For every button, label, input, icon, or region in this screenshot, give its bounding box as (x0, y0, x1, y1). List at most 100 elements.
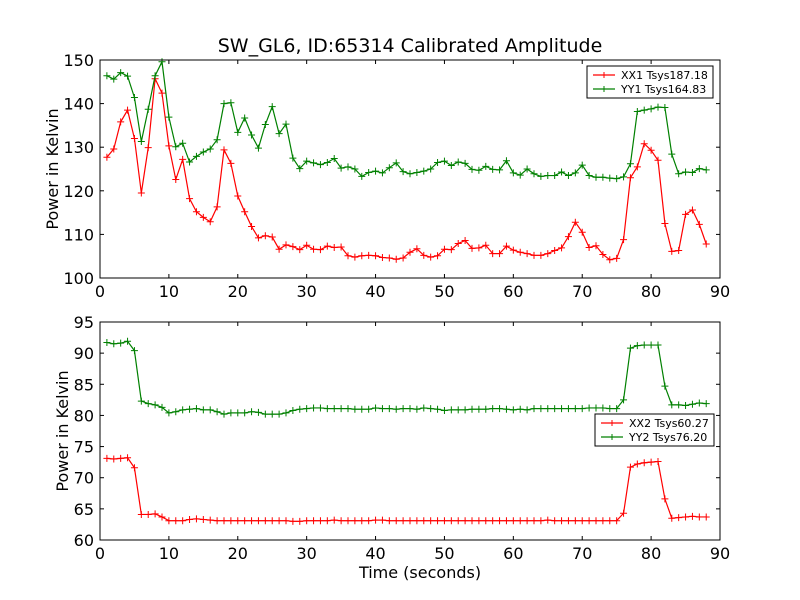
data-point (702, 240, 710, 248)
data-point (571, 169, 579, 177)
data-point (330, 155, 338, 163)
data-point (537, 517, 545, 525)
data-point (220, 100, 228, 108)
data-point (626, 463, 634, 471)
data-point (365, 405, 373, 413)
data-point (447, 246, 455, 254)
data-point (192, 152, 200, 160)
data-point (620, 236, 628, 244)
data-point (254, 144, 262, 152)
data-point (365, 168, 373, 176)
data-point (110, 145, 118, 153)
data-point (172, 143, 180, 151)
data-point (516, 248, 524, 256)
x-tick-label: 20 (228, 282, 248, 301)
data-point (316, 161, 324, 169)
chart-panels: 0 10 20 30 40 50 60 70 80 90100110120130140150Pow… (43, 51, 730, 582)
data-point (613, 254, 621, 262)
data-point (310, 517, 318, 525)
data-point (110, 75, 118, 83)
x-tick-label: 80 (641, 282, 661, 301)
data-point (179, 155, 187, 163)
data-point (640, 140, 648, 148)
x-tick-label: 50 (434, 282, 454, 301)
data-point (654, 458, 662, 466)
data-point (337, 243, 345, 251)
data-point (647, 146, 655, 154)
data-point (351, 517, 359, 525)
series-line (106, 76, 707, 261)
data-point (406, 170, 414, 178)
data-point (682, 168, 690, 176)
data-point (523, 406, 531, 414)
data-point (496, 166, 504, 174)
data-point (372, 252, 380, 260)
data-point (640, 459, 648, 467)
legend-marker (609, 434, 615, 440)
data-point (344, 405, 352, 413)
data-point (261, 410, 269, 418)
data-point (199, 515, 207, 523)
data-point (434, 517, 442, 525)
data-point (330, 516, 338, 524)
y-tick-label: 70 (74, 469, 94, 488)
data-point (413, 245, 421, 253)
data-point (578, 161, 586, 169)
axes-frame (99, 321, 721, 541)
data-point (227, 99, 235, 107)
data-point (454, 517, 462, 525)
data-point (551, 517, 559, 525)
y-tick-label: 85 (74, 375, 94, 394)
x-tick-label: 90 (710, 544, 730, 563)
data-point (675, 170, 683, 178)
data-point (413, 405, 421, 413)
y-tick-label: 65 (74, 500, 94, 519)
data-point (537, 251, 545, 259)
data-point (537, 405, 545, 413)
data-point (434, 252, 442, 260)
chart-panel-1: 0 10 20 30 40 50 60 70 80 90 100 110 120 130 140 150 Pow… (43, 51, 730, 301)
data-point (682, 513, 690, 521)
data-point (330, 243, 338, 251)
data-point (613, 517, 621, 525)
data-point (124, 337, 132, 345)
data-point (372, 404, 380, 412)
data-point (241, 114, 249, 122)
data-point (275, 410, 283, 418)
data-point (420, 517, 428, 525)
data-point (482, 241, 490, 249)
y-tick-label: 130 (63, 138, 94, 157)
x-tick-label: 70 (572, 544, 592, 563)
data-point (564, 405, 572, 413)
data-point (427, 253, 435, 261)
data-point (158, 403, 166, 411)
data-point (392, 517, 400, 525)
x-tick-label: 10 (159, 544, 179, 563)
data-point (316, 517, 324, 525)
data-point (654, 103, 662, 111)
data-point (654, 341, 662, 349)
x-tick-label: 70 (572, 282, 592, 301)
data-point (530, 405, 538, 413)
x-tick-label: 20 (228, 544, 248, 563)
data-point (117, 118, 125, 126)
data-point (165, 142, 173, 150)
data-point (420, 251, 428, 259)
data-point (702, 513, 710, 521)
data-point (330, 405, 338, 413)
data-point (344, 163, 352, 171)
data-point (241, 517, 249, 525)
data-point (530, 251, 538, 259)
data-point (248, 408, 256, 416)
data-point (220, 410, 228, 418)
data-point (144, 144, 152, 152)
data-point (275, 245, 283, 253)
data-point (571, 517, 579, 525)
data-point (564, 517, 572, 525)
data-point (564, 233, 572, 241)
data-point (110, 340, 118, 348)
data-point (303, 405, 311, 413)
legend-label: XX2 Tsys60.27 (629, 417, 709, 430)
y-tick-label: 150 (63, 51, 94, 70)
